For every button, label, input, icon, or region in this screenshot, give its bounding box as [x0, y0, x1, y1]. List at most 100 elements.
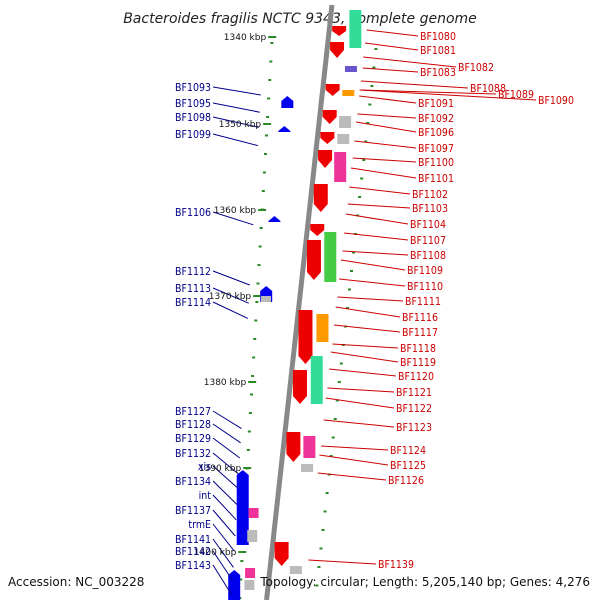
- gene-leader-line: [212, 564, 233, 596]
- gene-leader-line: [321, 445, 389, 451]
- cds-block: [316, 314, 329, 342]
- gene-leader-line: [344, 232, 409, 241]
- cds-block: [334, 152, 347, 182]
- gene-label-left: BF1137: [175, 505, 211, 517]
- kbp-label: 1390 kbp: [199, 464, 242, 474]
- gene-label-right: BF1116: [402, 312, 438, 324]
- forward-gene-arrow: [274, 542, 289, 566]
- gene-leader-line: [360, 89, 497, 95]
- scale-tick: [247, 430, 251, 433]
- scale-tick: [362, 159, 366, 161]
- gene-label-right: BF1121: [396, 387, 432, 399]
- gene-label-right: BF1080: [420, 31, 456, 43]
- gene-label-right: BF1090: [538, 95, 574, 107]
- scale-tick: [374, 48, 378, 50]
- gene-label-left: BF1106: [175, 207, 211, 219]
- gene-leader-line: [363, 56, 457, 68]
- scale-tick: [259, 227, 263, 229]
- gene-leader-line: [330, 351, 399, 363]
- reverse-gene-arrow: [268, 216, 281, 222]
- forward-gene-arrow: [298, 310, 313, 364]
- gene-label-right: BF1100: [418, 157, 454, 169]
- forward-gene-arrow: [318, 150, 333, 168]
- gene-leader-line: [335, 306, 401, 318]
- gene-leader-line: [357, 113, 417, 119]
- scale-tick: [263, 153, 267, 155]
- scale-tick: [248, 412, 252, 414]
- gene-leader-line: [360, 80, 469, 89]
- scale-tick: [331, 436, 335, 439]
- kbp-tick: [248, 381, 257, 383]
- gene-label-right: BF1107: [410, 235, 446, 247]
- gene-label-left: BF1095: [175, 98, 211, 110]
- cds-block: [260, 296, 271, 302]
- gene-leader-line: [323, 419, 395, 428]
- gene-label-left: BF1141: [175, 534, 211, 546]
- accession-text: Accession: NC_003228: [8, 575, 144, 589]
- gene-label-right: BF1103: [412, 203, 448, 215]
- cds-block: [310, 356, 323, 404]
- scale-tick: [364, 140, 368, 143]
- gene-leader-line: [325, 397, 395, 409]
- scale-tick: [368, 103, 372, 106]
- gene-leader-line: [212, 211, 254, 226]
- gene-label-right: BF1122: [396, 403, 432, 415]
- gene-leader-line: [339, 278, 406, 287]
- scale-tick: [253, 338, 257, 340]
- gene-leader-line: [212, 287, 249, 304]
- gene-label-left: xis: [198, 461, 211, 473]
- gene-label-left: trmE: [188, 519, 211, 531]
- scale-tick: [246, 449, 250, 451]
- cds-block: [339, 116, 352, 128]
- cds-block: [303, 436, 316, 458]
- cds-block: [245, 568, 256, 578]
- scale-tick: [265, 134, 269, 137]
- gene-label-right: BF1110: [407, 281, 443, 293]
- gene-leader-line: [212, 116, 260, 128]
- cds-block: [248, 508, 259, 518]
- gene-leader-line: [327, 387, 395, 393]
- gene-label-left: BF1098: [175, 112, 211, 124]
- scale-tick: [337, 381, 341, 383]
- gene-leader-line: [355, 121, 417, 133]
- kbp-tick: [263, 123, 272, 125]
- reverse-gene-arrow: [228, 570, 241, 600]
- gene-leader-line: [212, 494, 237, 521]
- gene-label-right: BF1111: [405, 296, 441, 308]
- gene-label-right: BF1123: [396, 422, 432, 434]
- gene-label-left: BF1099: [175, 129, 211, 141]
- scale-tick: [249, 393, 253, 396]
- gene-leader-line: [359, 95, 417, 104]
- scale-tick: [270, 42, 274, 44]
- cds-block: [301, 464, 314, 472]
- cds-block: [337, 134, 350, 144]
- scale-tick: [325, 492, 329, 494]
- gene-label-right: BF1139: [378, 559, 414, 571]
- gene-label-right: BF1082: [458, 62, 494, 74]
- scale-tick: [317, 566, 321, 568]
- gene-label-left: BF1132: [175, 448, 211, 460]
- gene-leader-line: [349, 186, 411, 195]
- gene-label-left: int: [199, 490, 212, 502]
- gene-label-right: BF1096: [418, 127, 454, 139]
- gene-leader-line: [364, 42, 419, 51]
- gene-label-right: BF1081: [420, 45, 456, 57]
- gene-label-right: BF1117: [402, 327, 438, 339]
- gene-label-right: BF1097: [418, 143, 454, 155]
- reverse-gene-arrow: [281, 96, 294, 108]
- gene-label-left: BF1129: [175, 433, 211, 445]
- gene-label-right: BF1126: [388, 475, 424, 487]
- kbp-label: 1380 kbp: [204, 378, 247, 388]
- gene-label-left: BF1128: [175, 419, 211, 431]
- gene-leader-line: [354, 140, 417, 149]
- gene-leader-line: [212, 523, 235, 552]
- gene-leader-line: [329, 368, 397, 377]
- gene-leader-line: [345, 213, 409, 225]
- gene-label-right: BF1092: [418, 113, 454, 125]
- gene-leader-line: [342, 250, 409, 256]
- forward-gene-arrow: [292, 370, 307, 404]
- kbp-label: 1400 kbp: [194, 548, 237, 558]
- scale-tick: [266, 116, 270, 118]
- gene-label-left: BF1143: [175, 560, 211, 572]
- kbp-label: 1350 kbp: [219, 120, 262, 130]
